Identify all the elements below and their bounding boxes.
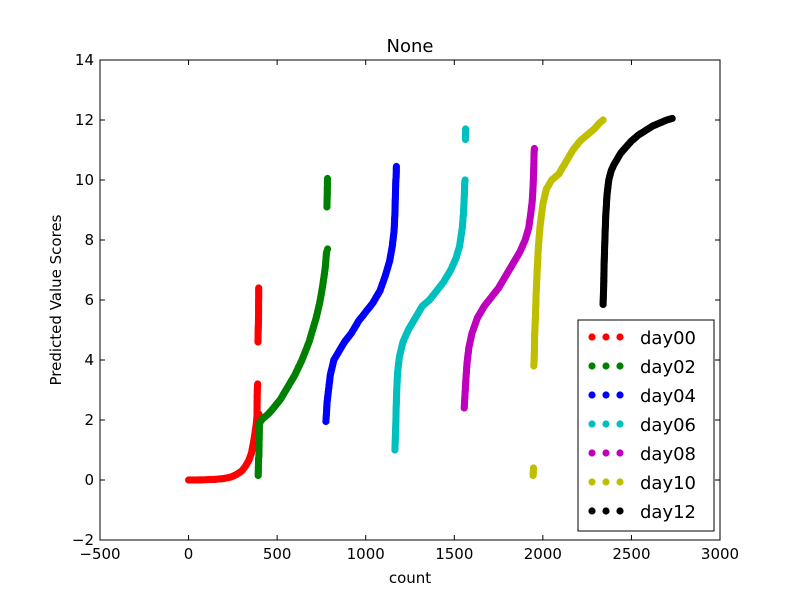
legend-label: day04 <box>640 386 696 407</box>
data-points <box>185 114 676 484</box>
data-point <box>255 284 263 292</box>
data-point <box>529 464 538 472</box>
y-tick-label: 12 <box>75 111 94 129</box>
data-point <box>530 144 539 153</box>
y-axis-label: Predicted Value Scores <box>47 214 65 385</box>
series-day06 <box>391 125 470 454</box>
legend-label: day02 <box>640 357 696 378</box>
x-tick-label: 3000 <box>701 545 739 563</box>
legend-frame <box>577 319 715 532</box>
x-tick-label: 1000 <box>347 545 385 563</box>
y-tick-label: 0 <box>84 471 94 489</box>
legend-marker <box>602 391 610 399</box>
legend-label: day00 <box>640 328 696 349</box>
x-axis-label: count <box>389 569 431 587</box>
legend-marker <box>602 362 610 370</box>
x-tick-label: −500 <box>79 545 120 563</box>
x-tick-label: 0 <box>184 545 194 563</box>
x-tick-label: 2000 <box>524 545 562 563</box>
legend-marker <box>588 420 596 428</box>
y-tick-label: 8 <box>84 231 94 249</box>
data-point <box>323 174 332 183</box>
chart-title: None <box>387 36 434 57</box>
legend-marker <box>588 362 596 370</box>
legend-marker <box>616 420 624 428</box>
series-day08 <box>460 144 539 412</box>
data-point <box>599 116 607 124</box>
legend-marker <box>588 449 596 457</box>
data-point <box>392 162 400 171</box>
series-day00 <box>185 284 263 484</box>
legend-marker <box>616 391 624 399</box>
legend-marker <box>616 333 624 341</box>
series-day10 <box>529 116 607 480</box>
legend: day00 day02 day04 day06 day08 day10 day12 <box>577 319 715 532</box>
y-tick-label: 14 <box>75 51 94 69</box>
legend-marker <box>602 449 610 457</box>
legend-marker <box>616 362 624 370</box>
legend-label: day10 <box>640 473 696 494</box>
legend-label: day06 <box>640 415 696 436</box>
data-point <box>462 125 470 133</box>
data-point <box>324 245 332 253</box>
y-tick-label: 6 <box>84 291 94 309</box>
y-tick-label: −2 <box>72 531 94 549</box>
legend-marker <box>602 507 610 515</box>
legend-marker <box>588 478 596 486</box>
legend-marker <box>616 478 624 486</box>
series-day12 <box>599 114 676 309</box>
y-tick-label: 10 <box>75 171 94 189</box>
plot-frame <box>99 59 721 541</box>
legend-label: day12 <box>640 502 696 523</box>
legend-label: day08 <box>640 444 696 465</box>
legend-marker <box>602 333 610 341</box>
legend-marker <box>616 507 624 515</box>
legend-marker <box>602 420 610 428</box>
x-tick-label: 2500 <box>612 545 650 563</box>
y-tick-label: 2 <box>84 411 94 429</box>
data-point <box>254 380 262 388</box>
legend-marker <box>616 449 624 457</box>
x-tick-label: 500 <box>263 545 292 563</box>
data-point <box>668 114 676 123</box>
legend-marker <box>602 478 610 486</box>
series-day02 <box>254 174 332 480</box>
legend-marker <box>588 507 596 515</box>
data-point <box>461 176 469 184</box>
legend-marker <box>588 391 596 399</box>
x-tick-label: 1500 <box>435 545 473 563</box>
y-tick-label: 4 <box>84 351 94 369</box>
axis-ticks: −500 0 500 1000 1500 2000 2500 3000 −2 0 2 4 6 8 10 12 1… <box>72 51 739 563</box>
legend-marker <box>588 333 596 341</box>
series-day04 <box>322 162 400 426</box>
